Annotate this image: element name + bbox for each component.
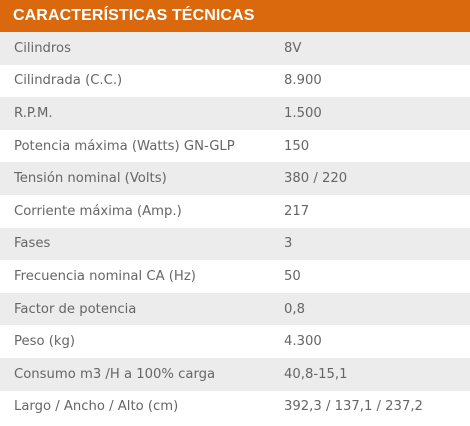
spec-value: 392,3 / 137,1 / 237,2	[284, 399, 423, 415]
spec-row: Cilindros 8V	[0, 32, 470, 65]
spec-label: Factor de potencia	[14, 301, 137, 317]
spec-value: 50	[284, 268, 301, 284]
spec-value: 40,8-15,1	[284, 366, 348, 382]
specs-rows: Cilindros 8V Cilindrada (C.C.) 8.900 R.P…	[0, 32, 470, 424]
spec-row: Corriente máxima (Amp.) 217	[0, 194, 470, 228]
spec-label: Frecuencia nominal CA (Hz)	[14, 268, 196, 284]
spec-label: Cilindrada (C.C.)	[14, 73, 123, 89]
spec-row: Factor de potencia 0,8	[0, 292, 470, 326]
spec-label: Corriente máxima (Amp.)	[14, 203, 182, 219]
spec-value: 0,8	[284, 301, 305, 317]
spec-row: Potencia máxima (Watts) GN-GLP 150	[0, 129, 470, 163]
spec-label: Consumo m3 /H a 100% carga	[14, 366, 216, 382]
spec-value: 4.300	[284, 334, 322, 350]
spec-value: 1.500	[284, 105, 322, 121]
spec-label: Tensión nominal (Volts)	[14, 171, 167, 187]
specs-title: CARACTERÍSTICAS TÉCNICAS	[0, 0, 470, 32]
spec-label: Peso (kg)	[14, 334, 76, 350]
spec-row: Frecuencia nominal CA (Hz) 50	[0, 260, 470, 293]
spec-value: 380 / 220	[284, 171, 348, 187]
spec-row: Largo / Ancho / Alto (cm) 392,3 / 137,1 …	[0, 390, 470, 424]
spec-row: Tensión nominal (Volts) 380 / 220	[0, 162, 470, 195]
spec-row: R.P.M. 1.500	[0, 97, 470, 130]
spec-value: 217	[284, 203, 310, 219]
spec-value: 3	[284, 236, 293, 252]
spec-label: Potencia máxima (Watts) GN-GLP	[14, 138, 235, 154]
spec-label: R.P.M.	[14, 105, 53, 121]
spec-label: Largo / Ancho / Alto (cm)	[14, 399, 179, 415]
spec-row: Cilindrada (C.C.) 8.900	[0, 64, 470, 98]
spec-row: Fases 3	[0, 227, 470, 261]
spec-label: Cilindros	[14, 40, 71, 56]
spec-row: Consumo m3 /H a 100% carga 40,8-15,1	[0, 357, 470, 391]
spec-value: 8.900	[284, 73, 322, 89]
spec-value: 8V	[284, 40, 302, 56]
spec-label: Fases	[14, 236, 51, 252]
spec-row: Peso (kg) 4.300	[0, 325, 470, 358]
spec-value: 150	[284, 138, 310, 154]
